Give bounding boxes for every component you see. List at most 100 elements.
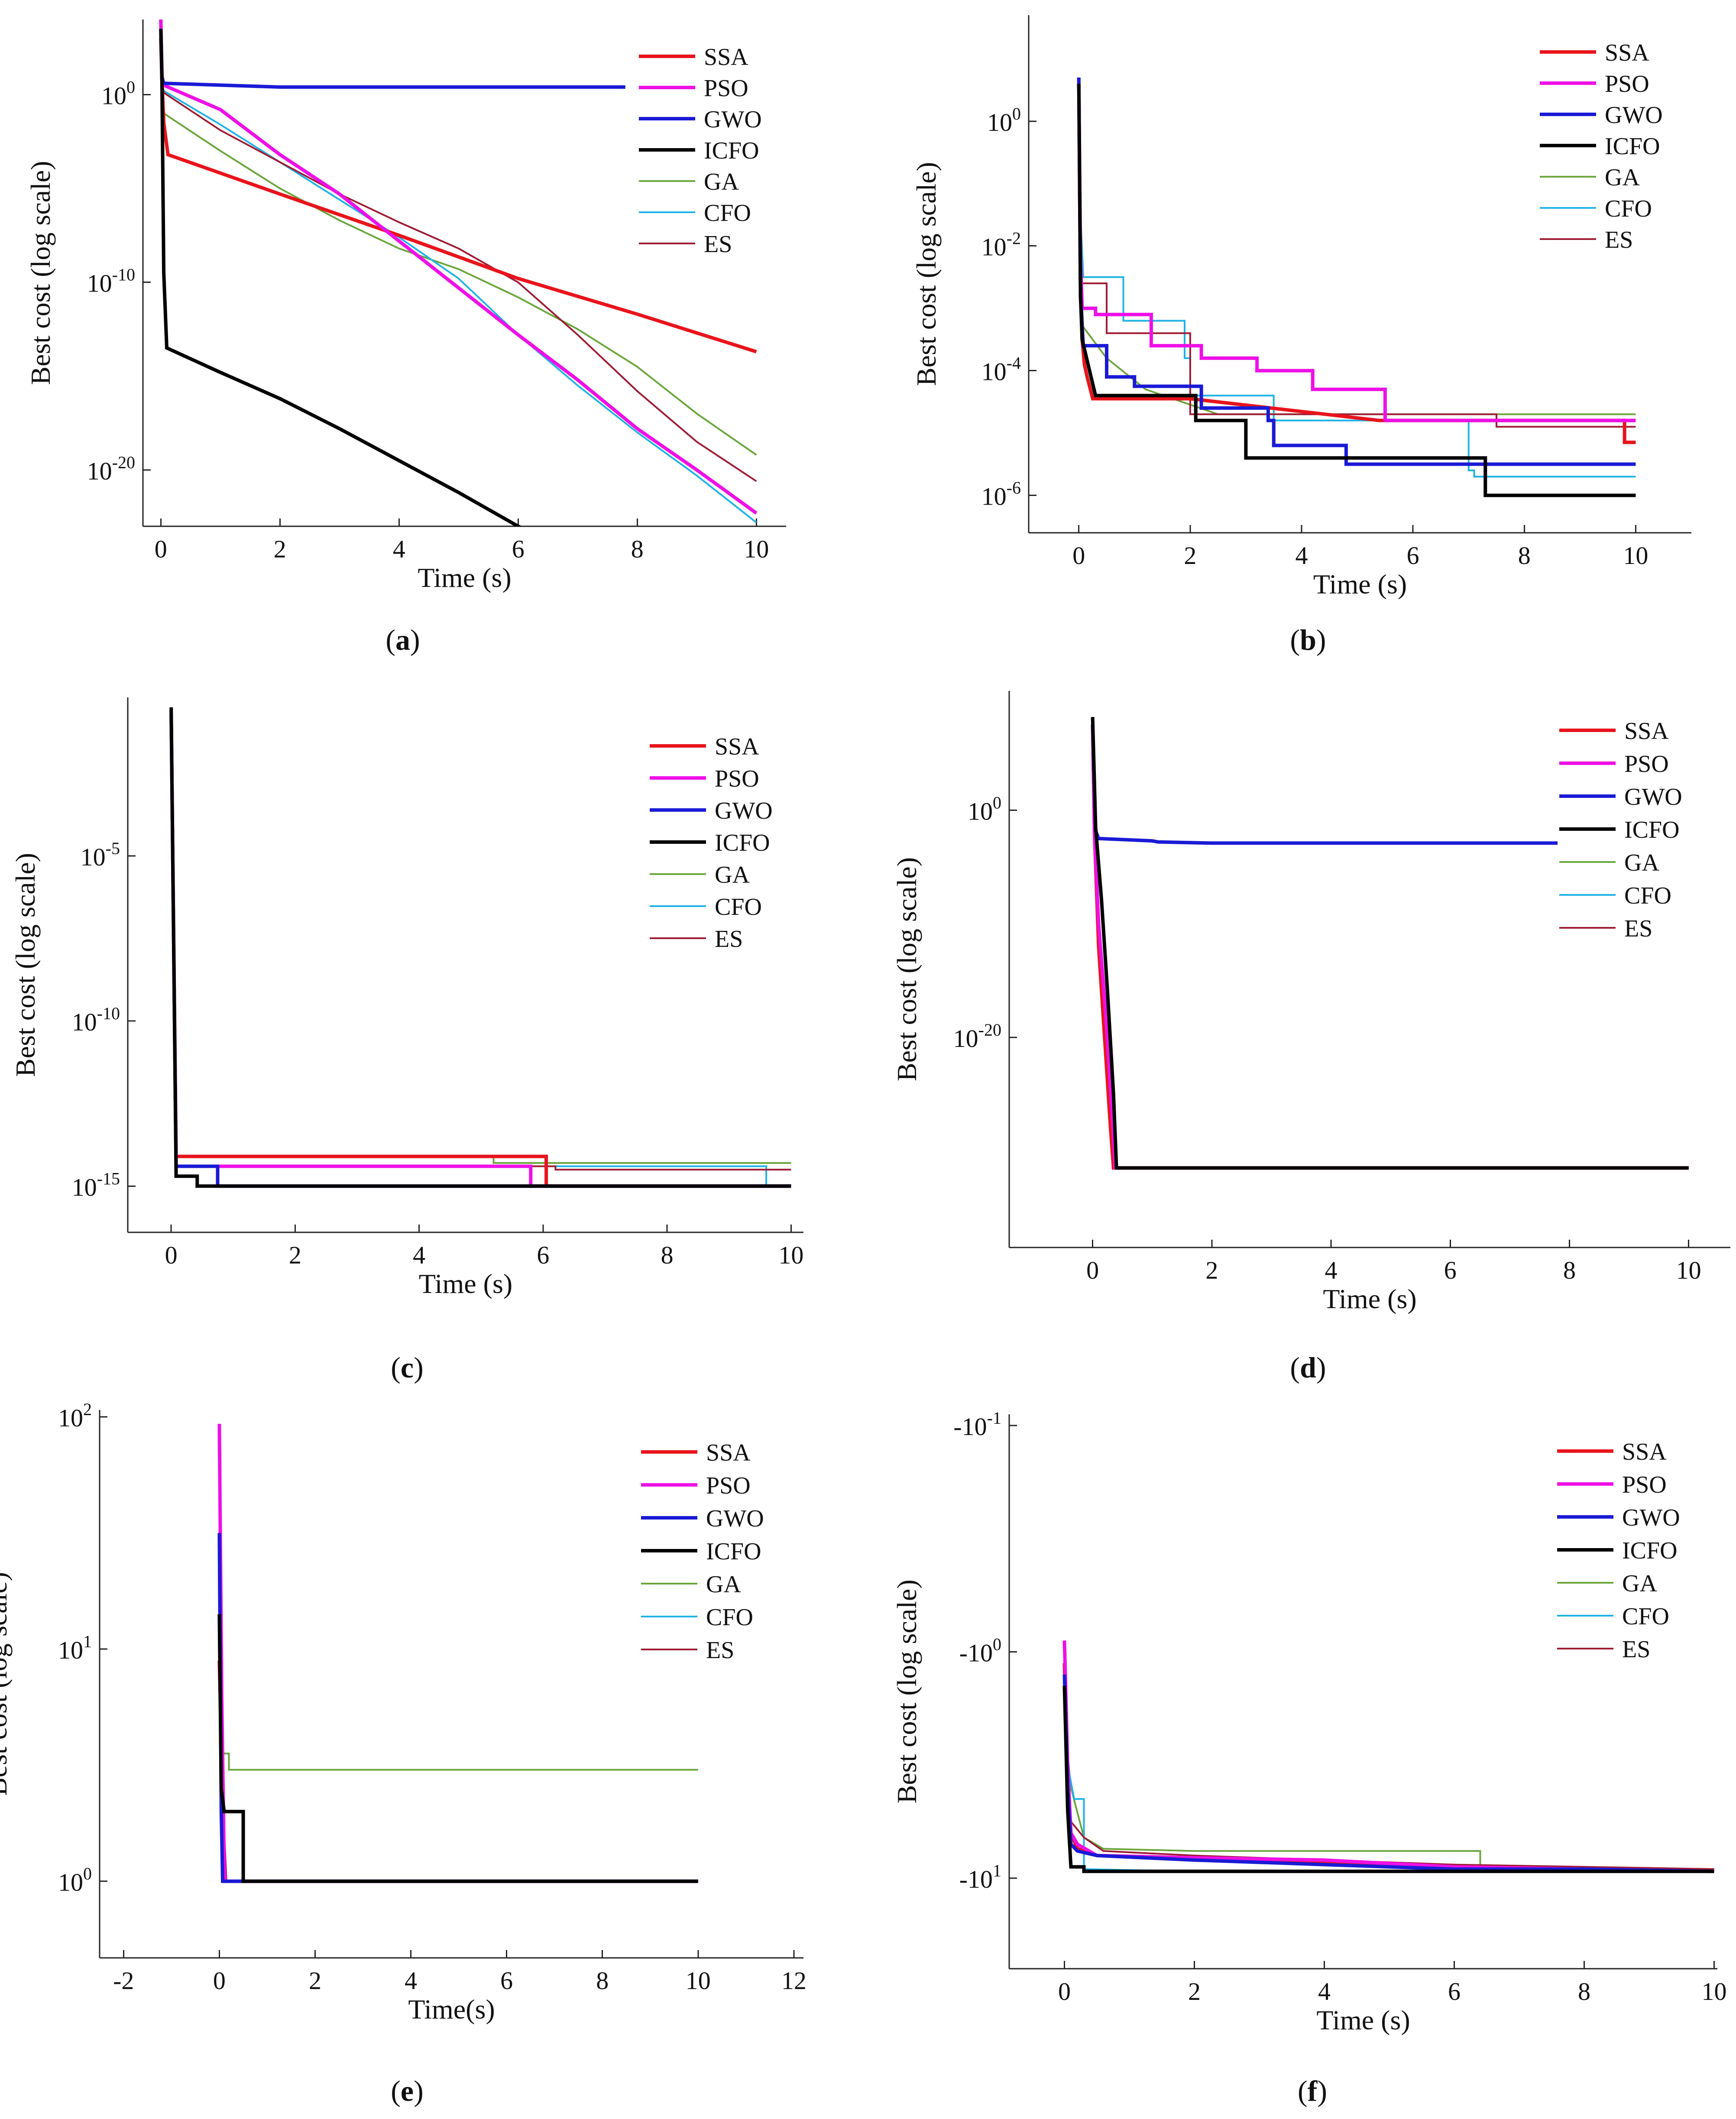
y-tick-label: 101 (58, 1632, 92, 1664)
series-line-cfo (1091, 725, 1689, 1169)
x-tick-label: -2 (113, 1967, 134, 1995)
x-tick-label: 4 (393, 535, 405, 563)
panel-letter: b (1300, 623, 1316, 656)
y-tick-label: 100 (101, 77, 135, 110)
panel-caption: (f) (1298, 2074, 1327, 2107)
legend-label-pso: PSO (1605, 71, 1649, 97)
legend-label-ssa: SSA (1624, 718, 1669, 745)
panel-letter: a (395, 623, 410, 656)
series-line-gwo (1062, 1674, 1714, 1873)
legend-label-ga: GA (1605, 164, 1640, 191)
series-line-cfo (170, 720, 791, 1187)
x-tick-label: 6 (1407, 541, 1419, 570)
y-tick-label: 102 (58, 1400, 92, 1432)
y-tick-exponent: -4 (1007, 353, 1021, 373)
legend-label-gwo: GWO (706, 1505, 764, 1532)
y-tick-label: 10-20 (953, 1020, 1001, 1053)
series-line-es (1063, 1652, 1714, 1870)
x-tick-label: 8 (1578, 1977, 1590, 2006)
x-axis-label: Time(s) (408, 1994, 495, 2025)
y-tick-label: 100 (968, 793, 1001, 825)
x-tick-label: 10 (1623, 541, 1648, 570)
x-tick-label: 10 (1702, 1977, 1727, 2006)
series-line-pso (1077, 84, 1636, 422)
y-tick-label: -10-1 (953, 1408, 1001, 1441)
series-line-icfo (159, 29, 522, 526)
series-line-cfo (1063, 1674, 1714, 1873)
legend-label-pso: PSO (704, 75, 748, 102)
y-tick-exponent: -5 (106, 839, 120, 858)
y-tick-base: 10 (72, 1008, 97, 1036)
legend-label-gwo: GWO (1622, 1504, 1680, 1531)
legend-label-pso: PSO (706, 1472, 751, 1499)
series-line-pso (169, 717, 791, 1188)
y-tick-exponent: -20 (978, 1020, 1001, 1040)
y-tick-label: 10-20 (87, 453, 135, 485)
x-tick-label: 8 (631, 535, 644, 563)
x-tick-label: 0 (213, 1967, 226, 1995)
x-tick-label: 6 (512, 535, 525, 563)
series-line-pso (159, 19, 758, 515)
legend-label-es: ES (706, 1637, 734, 1664)
x-tick-label: 0 (155, 535, 167, 563)
legend-label-es: ES (1624, 915, 1652, 942)
panel-letter: d (1300, 1351, 1316, 1384)
x-tick-label: 10 (686, 1967, 711, 1995)
y-tick-exponent: -10 (97, 1004, 120, 1023)
series-line-ga (160, 38, 757, 456)
legend-label-icfo: ICFO (1622, 1537, 1678, 1564)
legend-label-ssa: SSA (706, 1439, 751, 1466)
legend-label-ssa: SSA (715, 733, 759, 760)
y-tick-base: 10 (58, 1868, 83, 1896)
x-tick-label: 2 (289, 1241, 301, 1269)
y-tick-label: 10-10 (72, 1004, 120, 1036)
x-tick-label: 2 (1188, 1977, 1201, 2006)
series-line-es (1091, 725, 1689, 1169)
y-tick-base: 10 (87, 269, 112, 298)
y-tick-exponent: 2 (83, 1400, 92, 1419)
series-line-gwo (1091, 725, 1558, 845)
y-tick-base: 10 (58, 1636, 83, 1664)
legend-label-cfo: CFO (1605, 195, 1652, 222)
x-tick-label: 2 (309, 1967, 321, 1995)
x-tick-label: 6 (537, 1241, 549, 1269)
panel-letter: e (401, 2074, 414, 2107)
legend-label-cfo: CFO (1622, 1603, 1669, 1630)
series-line-ssa (169, 710, 791, 1188)
x-tick-label: 8 (596, 1967, 609, 1995)
legend-label-icfo: ICFO (704, 137, 759, 164)
y-tick-base: 10 (87, 457, 112, 485)
y-tick-exponent: 1 (83, 1632, 92, 1651)
y-tick-exponent: -2 (1007, 229, 1021, 248)
series-line-cfo (218, 1463, 698, 1882)
series-line-ga (1091, 725, 1689, 1169)
y-tick-base: 10 (953, 1024, 978, 1053)
panel-caption: (b) (1290, 623, 1326, 656)
y-axis-label: Best cost (log scale) (10, 853, 41, 1077)
y-tick-label: 10-6 (981, 478, 1021, 511)
y-axis-label: Best cost (log scale) (911, 162, 942, 386)
legend-label-ga: GA (1624, 849, 1659, 876)
y-tick-base: 10 (81, 843, 106, 871)
y-tick-base: -10 (959, 1865, 993, 1893)
legend-label-pso: PSO (1624, 751, 1669, 778)
y-tick-base: 10 (968, 797, 993, 825)
legend-label-cfo: CFO (706, 1604, 753, 1631)
x-tick-label: 8 (661, 1241, 674, 1269)
x-tick-label: 4 (405, 1967, 417, 1995)
series-line-gwo (217, 1533, 698, 1883)
legend-label-gwo: GWO (1605, 102, 1663, 129)
x-axis-label: Time (s) (418, 562, 511, 593)
y-tick-exponent: 0 (1012, 104, 1021, 123)
y-tick-base: 10 (981, 483, 1007, 511)
x-tick-label: 0 (1086, 1256, 1099, 1284)
legend-label-es: ES (704, 231, 732, 258)
legend-label-gwo: GWO (704, 106, 762, 133)
x-tick-label: 12 (781, 1967, 806, 1995)
y-tick-base: 10 (58, 1404, 83, 1432)
legend-label-cfo: CFO (704, 200, 751, 227)
legend-label-pso: PSO (1622, 1471, 1667, 1498)
